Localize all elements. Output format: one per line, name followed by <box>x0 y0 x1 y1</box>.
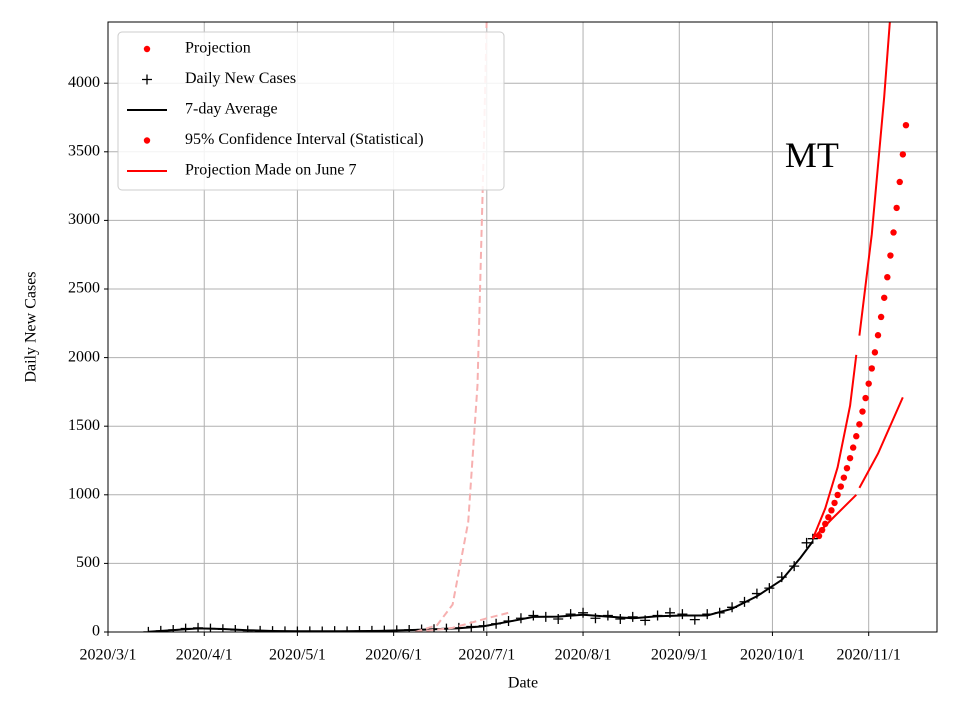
projection-dot <box>859 408 866 415</box>
x-tick-label: 2020/10/1 <box>740 647 805 664</box>
case-marker <box>627 611 638 622</box>
plot-frame <box>107 21 938 633</box>
y-tick-label: 1000 <box>68 485 100 502</box>
annotation: MT <box>785 135 839 175</box>
case-marker <box>578 607 589 618</box>
x-tick-label: 2020/5/1 <box>269 647 326 664</box>
legend-label: Daily New Cases <box>185 70 296 87</box>
projection-dot <box>896 178 903 186</box>
legend-marker <box>142 74 152 85</box>
projection-dot <box>899 151 907 158</box>
projection-dot <box>884 273 891 281</box>
projection-dot <box>868 365 875 372</box>
projection-dot <box>843 464 851 472</box>
projection-dot <box>837 483 844 490</box>
projection-dot <box>874 332 882 339</box>
projection-dot <box>871 349 879 356</box>
x-tick-label: 2020/11/1 <box>837 647 901 664</box>
series-line <box>812 396 904 540</box>
projection-dot <box>828 507 835 514</box>
legend-label: 7-day Average <box>185 101 278 118</box>
projection-dot <box>862 394 869 402</box>
legend-label: 95% Confidence Interval (Statistical) <box>185 131 424 148</box>
case-marker <box>565 609 576 620</box>
y-tick-label: 3500 <box>68 142 100 159</box>
projection-dot <box>893 204 900 212</box>
x-tick-label: 2020/4/1 <box>176 647 233 664</box>
case-marker <box>677 609 688 620</box>
x-tick-label: 2020/7/1 <box>458 647 515 664</box>
series-line <box>415 611 509 632</box>
x-tick-label: 2020/3/1 <box>80 647 137 664</box>
projection-dot <box>887 252 894 259</box>
projection-dot <box>840 474 848 481</box>
projection-dot <box>877 313 885 321</box>
case-marker <box>528 610 539 621</box>
case-marker <box>801 537 812 548</box>
projection-dot <box>846 454 854 462</box>
series-line <box>148 540 814 632</box>
projection-dot <box>865 380 872 387</box>
projection-dot <box>881 294 888 301</box>
legend: Projection Daily New Cases 7-day Average 95… <box>117 31 505 191</box>
legend-marker <box>143 137 151 144</box>
projection-dot <box>853 433 860 440</box>
x-tick-label: 2020/6/1 <box>365 647 422 664</box>
projection-dot <box>831 499 838 507</box>
legend-marker <box>143 45 151 53</box>
plot-area <box>143 22 910 632</box>
y-tick-label: 1500 <box>68 417 100 434</box>
y-tick-label: 2000 <box>68 348 100 365</box>
series-line <box>811 22 891 540</box>
projection-dot <box>834 491 841 499</box>
legend-label: Projection <box>185 40 251 57</box>
projection-dot <box>825 514 832 521</box>
x-tick-label: 2020/9/1 <box>651 647 708 664</box>
y-tick-label: 4000 <box>68 74 100 91</box>
x-tick-label: 2020/8/1 <box>555 647 612 664</box>
projection-dot <box>856 421 863 428</box>
y-axis-label: Daily New Cases <box>23 271 40 382</box>
y-tick-label: 3000 <box>68 211 100 228</box>
x-axis-label: Date <box>508 675 538 692</box>
y-tick-label: 500 <box>76 554 100 571</box>
legend-box <box>117 31 505 191</box>
y-tick-label: 2500 <box>68 280 100 297</box>
projection-dot <box>890 229 897 236</box>
case-marker <box>615 613 626 624</box>
series-line <box>415 22 488 632</box>
y-tick-label: 0 <box>92 623 100 640</box>
projection-dot <box>902 121 910 129</box>
projection-dot <box>849 444 857 451</box>
legend-label: Projection Made on June 7 <box>185 162 357 179</box>
